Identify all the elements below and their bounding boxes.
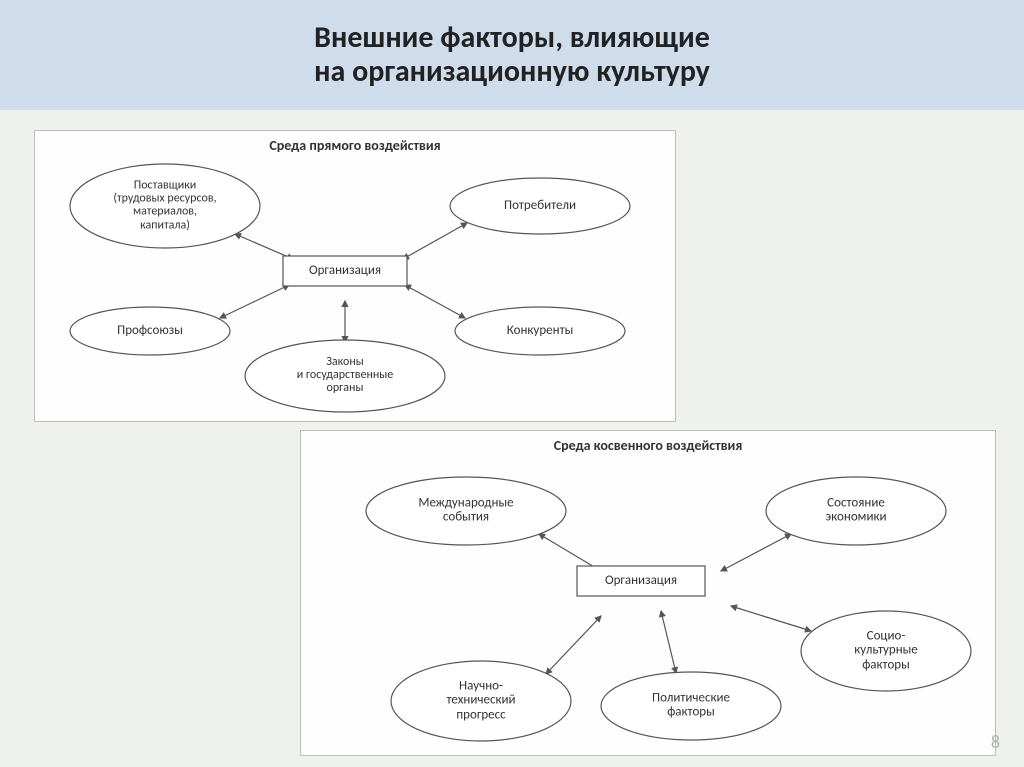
top-node-label-unions: Профсоюзы <box>74 324 226 338</box>
top-node-label-suppliers: Поставщики (трудовых ресурсов, материало… <box>74 180 256 233</box>
top-edge-unions <box>220 285 289 318</box>
bottom-edge-socio <box>731 606 811 631</box>
top-edge-competitors <box>405 285 465 318</box>
slide: Внешние факторы, влияющие на организацио… <box>0 0 1024 767</box>
bottom-node-label-intl: Международные события <box>370 497 562 526</box>
top-node-label-laws: Законы и государственные органы <box>249 356 441 396</box>
page-number: 8 <box>991 731 1000 753</box>
bottom-node-label-economy: Состояние экономики <box>770 497 942 526</box>
bottom-node-label-political: Политические факторы <box>605 692 777 721</box>
bottom-node-label-socio: Социо- культурные факторы <box>805 630 967 673</box>
title-line-1: Внешние факторы, влияющие <box>314 19 710 56</box>
diagram-bottom-panel: Среда косвенного воздействия Организация… <box>300 430 996 756</box>
title-band: Внешние факторы, влияющие на организацио… <box>0 0 1024 110</box>
bottom-edge-tech <box>546 616 601 674</box>
bottom-node-label-tech: Научно- технический прогресс <box>395 680 567 723</box>
bottom-edge-political <box>661 611 676 673</box>
diagram-top-panel: Среда прямого воздействия ОрганизацияПос… <box>34 130 676 422</box>
slide-title: Внешние факторы, влияющие на организацио… <box>314 21 710 90</box>
top-edge-suppliers <box>235 234 293 259</box>
bottom-edge-economy <box>721 534 791 571</box>
top-node-label-consumers: Потребители <box>454 199 626 213</box>
title-line-2: на организационную культуру <box>314 53 710 90</box>
top-center-label: Организация <box>309 264 381 278</box>
bottom-center-label: Организация <box>605 574 677 588</box>
top-node-label-competitors: Конкуренты <box>459 324 621 338</box>
top-edge-consumers <box>403 223 467 259</box>
